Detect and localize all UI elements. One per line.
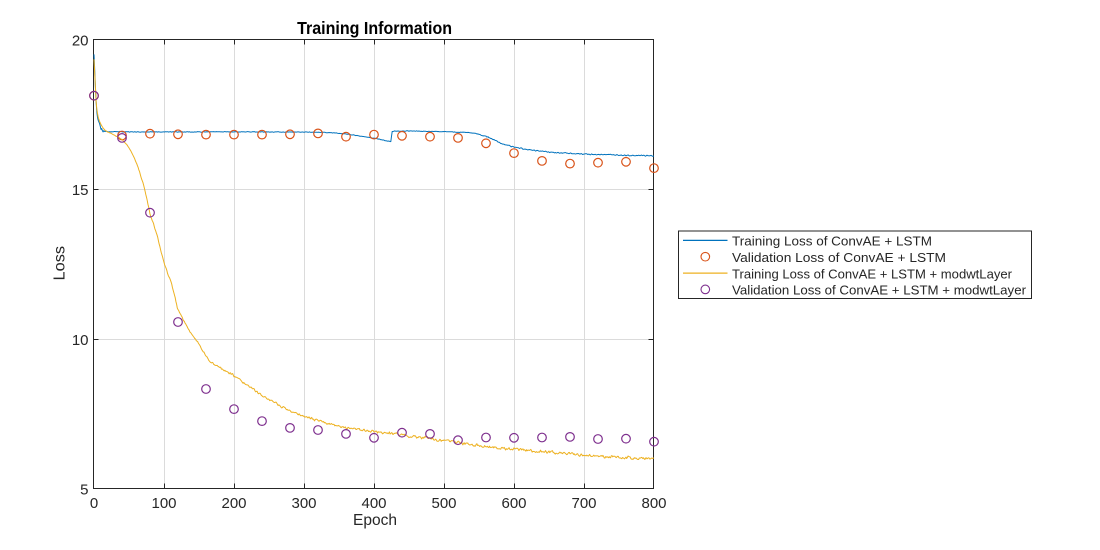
svg-text:500: 500 (431, 495, 456, 512)
svg-text:600: 600 (501, 495, 526, 512)
svg-text:Training Loss of ConvAE + LSTM: Training Loss of ConvAE + LSTM + modwtLa… (732, 266, 1013, 281)
svg-text:100: 100 (151, 495, 176, 512)
svg-text:Validation Loss of ConvAE + LS: Validation Loss of ConvAE + LSTM + modwt… (732, 283, 1027, 298)
svg-text:200: 200 (221, 495, 246, 512)
svg-text:300: 300 (291, 495, 316, 512)
svg-text:Training Information: Training Information (297, 18, 452, 38)
svg-text:Training Loss of ConvAE + LSTM: Training Loss of ConvAE + LSTM (732, 234, 932, 249)
svg-text:800: 800 (641, 495, 666, 512)
svg-text:700: 700 (571, 495, 596, 512)
svg-text:15: 15 (72, 182, 89, 199)
svg-text:10: 10 (72, 332, 89, 349)
svg-text:Validation Loss of ConvAE + LS: Validation Loss of ConvAE + LSTM (732, 250, 946, 265)
svg-text:0: 0 (90, 495, 98, 512)
svg-text:20: 20 (72, 33, 89, 50)
svg-text:5: 5 (80, 482, 88, 499)
svg-text:Epoch: Epoch (353, 512, 397, 529)
svg-text:Loss: Loss (52, 246, 69, 281)
svg-text:400: 400 (361, 495, 386, 512)
